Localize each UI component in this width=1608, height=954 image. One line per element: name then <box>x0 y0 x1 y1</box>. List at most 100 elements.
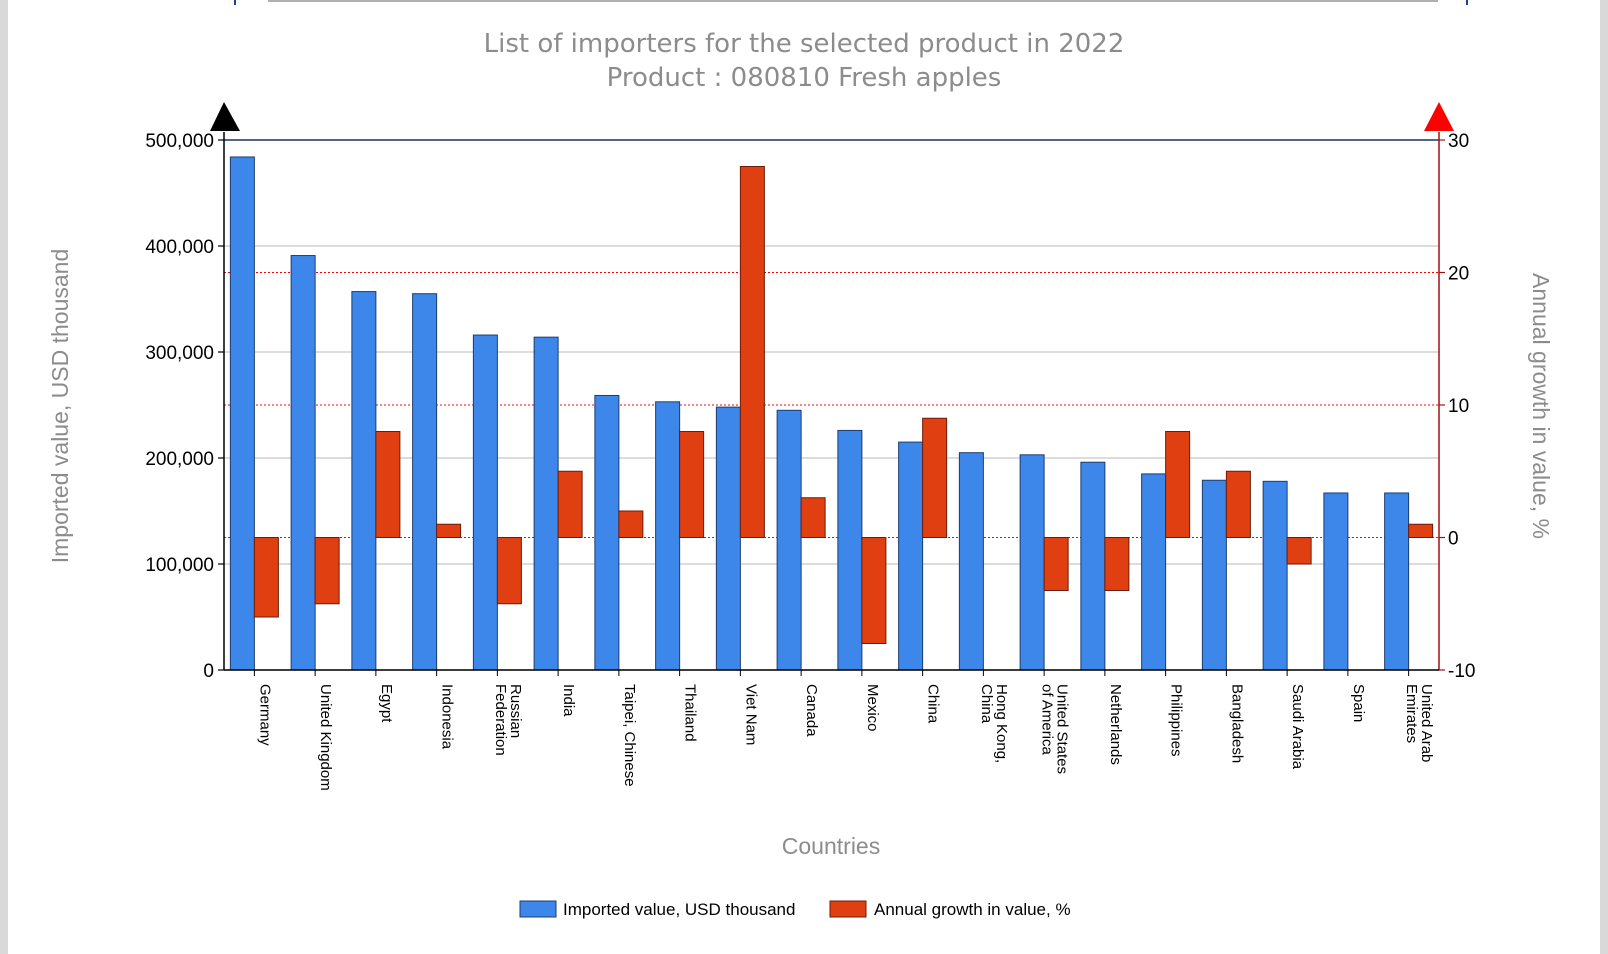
bar-growth-16 <box>1225 470 1251 538</box>
bar-growth-3 <box>436 523 462 538</box>
category-label-19-line-0: United Arab <box>1418 684 1435 762</box>
category-label-18-line-0: Spain <box>1350 684 1367 722</box>
bar-imported-14 <box>1080 461 1106 671</box>
bar-growth-8 <box>739 166 765 538</box>
category-label-6: Taipei, Chinese <box>621 684 638 787</box>
y2tick-label-4: 30 <box>1448 131 1469 152</box>
category-label-4-line-0: Russian <box>507 684 524 738</box>
category-label-11-line-0: China <box>925 684 942 724</box>
y-axis-title: Imported value, USD thousand <box>47 249 73 564</box>
category-label-4-line-1: Federation <box>492 684 509 756</box>
bar-imported-2 <box>351 291 377 671</box>
y2-axis-title: Annual growth in value, % <box>1528 273 1554 539</box>
legend-swatch-imported <box>519 900 557 918</box>
y2tick-label-3: 20 <box>1448 264 1469 285</box>
grid-lines <box>224 139 1439 671</box>
bar-imported-7 <box>655 401 681 671</box>
chart-title: List of importers for the selected produ… <box>484 29 1125 59</box>
bar-imported-1 <box>290 255 316 671</box>
category-label-7-line-0: Thailand <box>682 684 699 742</box>
legend-swatch-growth <box>829 900 867 918</box>
category-label-5: India <box>560 684 577 717</box>
bar-imported-17 <box>1262 480 1288 671</box>
bar-growth-4 <box>496 537 522 605</box>
category-label-0-line-0: Germany <box>256 684 273 746</box>
category-label-2: Egypt <box>378 684 395 723</box>
category-label-15-line-0: Philippines <box>1168 684 1185 757</box>
bar-imported-11 <box>898 441 924 671</box>
category-label-7: Thailand <box>682 684 699 742</box>
category-label-19-line-1: Emirates <box>1403 684 1420 743</box>
bar-imported-3 <box>412 293 438 671</box>
category-label-12: Hong Kong,China <box>978 684 1010 763</box>
bar-growth-2 <box>375 431 401 538</box>
y2tick-label-2: 10 <box>1448 396 1469 417</box>
category-label-16-line-0: Bangladesh <box>1228 684 1245 763</box>
bars <box>229 156 1434 671</box>
axes <box>223 132 1440 676</box>
category-label-8: Viet Nam <box>742 684 759 745</box>
y2tick-label-1: 0 <box>1448 529 1459 550</box>
bar-imported-6 <box>594 394 620 671</box>
category-label-9: Canada <box>803 684 820 737</box>
bar-growth-0 <box>253 537 279 618</box>
bar-growth-1 <box>314 537 340 605</box>
bar-imported-0 <box>229 156 255 671</box>
bar-growth-5 <box>557 470 583 538</box>
ytick-label-5: 500,000 <box>145 131 214 152</box>
bar-imported-16 <box>1201 479 1227 671</box>
bar-imported-15 <box>1141 473 1167 671</box>
category-label-0: Germany <box>256 684 273 746</box>
bar-imported-5 <box>533 336 559 671</box>
bar-growth-17 <box>1286 537 1312 565</box>
bar-imported-10 <box>837 429 863 671</box>
category-label-17-line-0: Saudi Arabia <box>1289 684 1306 770</box>
category-label-3-line-0: Indonesia <box>439 684 456 750</box>
category-label-16: Bangladesh <box>1228 684 1245 763</box>
category-label-14: Netherlands <box>1107 684 1124 765</box>
right-axis-arrow-icon <box>1424 102 1454 131</box>
bar-growth-14 <box>1104 537 1130 591</box>
category-label-6-line-0: Taipei, Chinese <box>621 684 638 787</box>
bar-growth-19 <box>1408 523 1434 538</box>
category-label-12-line-1: China <box>978 684 995 724</box>
category-label-17: Saudi Arabia <box>1289 684 1306 770</box>
category-label-3: Indonesia <box>439 684 456 750</box>
category-label-8-line-0: Viet Nam <box>742 684 759 745</box>
bar-growth-7 <box>679 431 705 538</box>
bar-growth-10 <box>861 537 887 644</box>
bar-imported-18 <box>1323 492 1349 671</box>
legend: Imported value, USD thousand Annual grow… <box>519 900 1071 919</box>
top-panel-edge <box>234 0 1468 5</box>
category-label-5-line-0: India <box>560 684 577 717</box>
category-label-2-line-0: Egypt <box>378 684 395 723</box>
category-label-10: Mexico <box>864 684 881 732</box>
category-label-18: Spain <box>1350 684 1367 722</box>
bar-growth-15 <box>1165 431 1191 538</box>
y2tick-label-0: -10 <box>1448 661 1475 682</box>
legend-label-growth: Annual growth in value, % <box>874 900 1071 919</box>
chart-frame: List of importers for the selected produ… <box>8 0 1600 954</box>
bar-imported-12 <box>958 452 984 671</box>
ytick-label-3: 300,000 <box>145 343 214 364</box>
category-label-13-line-1: of America <box>1039 684 1056 756</box>
chart-subtitle: Product : 080810 Fresh apples <box>607 63 1002 93</box>
category-labels: Germany United Kingdom Egypt Indonesia Russi… <box>256 684 1435 791</box>
bar-imported-19 <box>1384 492 1410 671</box>
ytick-label-2: 200,000 <box>145 449 214 470</box>
bar-imported-4 <box>472 334 498 671</box>
legend-label-imported: Imported value, USD thousand <box>563 900 795 919</box>
category-label-13-line-0: United States <box>1054 684 1071 774</box>
ytick-label-1: 100,000 <box>145 555 214 576</box>
x-axis-title: Countries <box>782 833 880 859</box>
category-label-9-line-0: Canada <box>803 684 820 737</box>
bar-imported-8 <box>715 406 741 671</box>
category-label-12-line-0: Hong Kong, <box>993 684 1010 763</box>
bar-imported-13 <box>1019 454 1045 671</box>
top-panel-divider <box>268 0 1438 2</box>
left-axis-arrow-icon <box>210 102 240 131</box>
tick-labels: 0 100,000 200,000 300,000 400,000 500,000 -10 0… <box>145 131 1475 682</box>
